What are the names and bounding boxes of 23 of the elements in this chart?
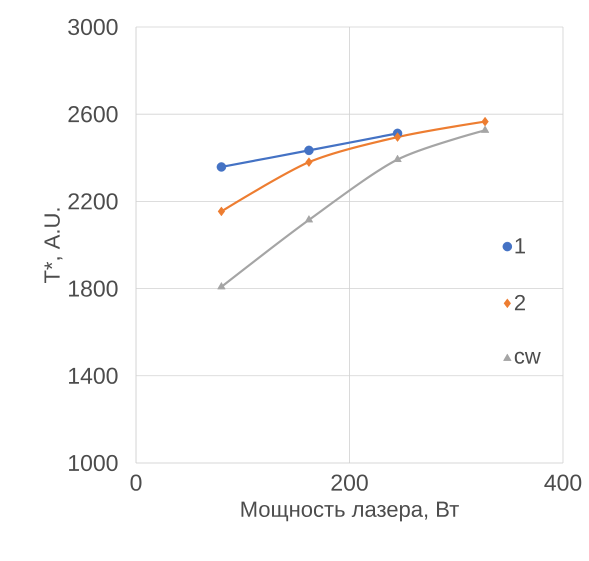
point [394, 132, 402, 142]
x-axis-title: Мощность лазера, Вт [242, 502, 459, 522]
point [305, 157, 313, 167]
x-tick-label: 0 [130, 474, 142, 491]
point [304, 215, 314, 222]
x-tick-label: 200 [331, 474, 368, 491]
point [480, 126, 490, 133]
point [304, 146, 314, 156]
y-tick-label: 2600 [68, 106, 118, 122]
legend-label: cw [514, 352, 541, 364]
point [481, 116, 489, 126]
y-tick-label: 2200 [68, 193, 118, 210]
y-tick-label: 1400 [69, 368, 118, 384]
y-tick-label: 3000 [68, 18, 118, 36]
point [216, 162, 226, 172]
legend-label: 1 [516, 238, 525, 254]
y-tick-label: 1800 [69, 280, 118, 297]
x-tick-label: 400 [544, 474, 582, 491]
legend-label: 2 [514, 294, 525, 310]
point [217, 282, 226, 290]
point [218, 206, 226, 216]
y-tick-label: 1000 [69, 454, 118, 472]
y-axis-title: T*, A.U. [44, 208, 62, 283]
